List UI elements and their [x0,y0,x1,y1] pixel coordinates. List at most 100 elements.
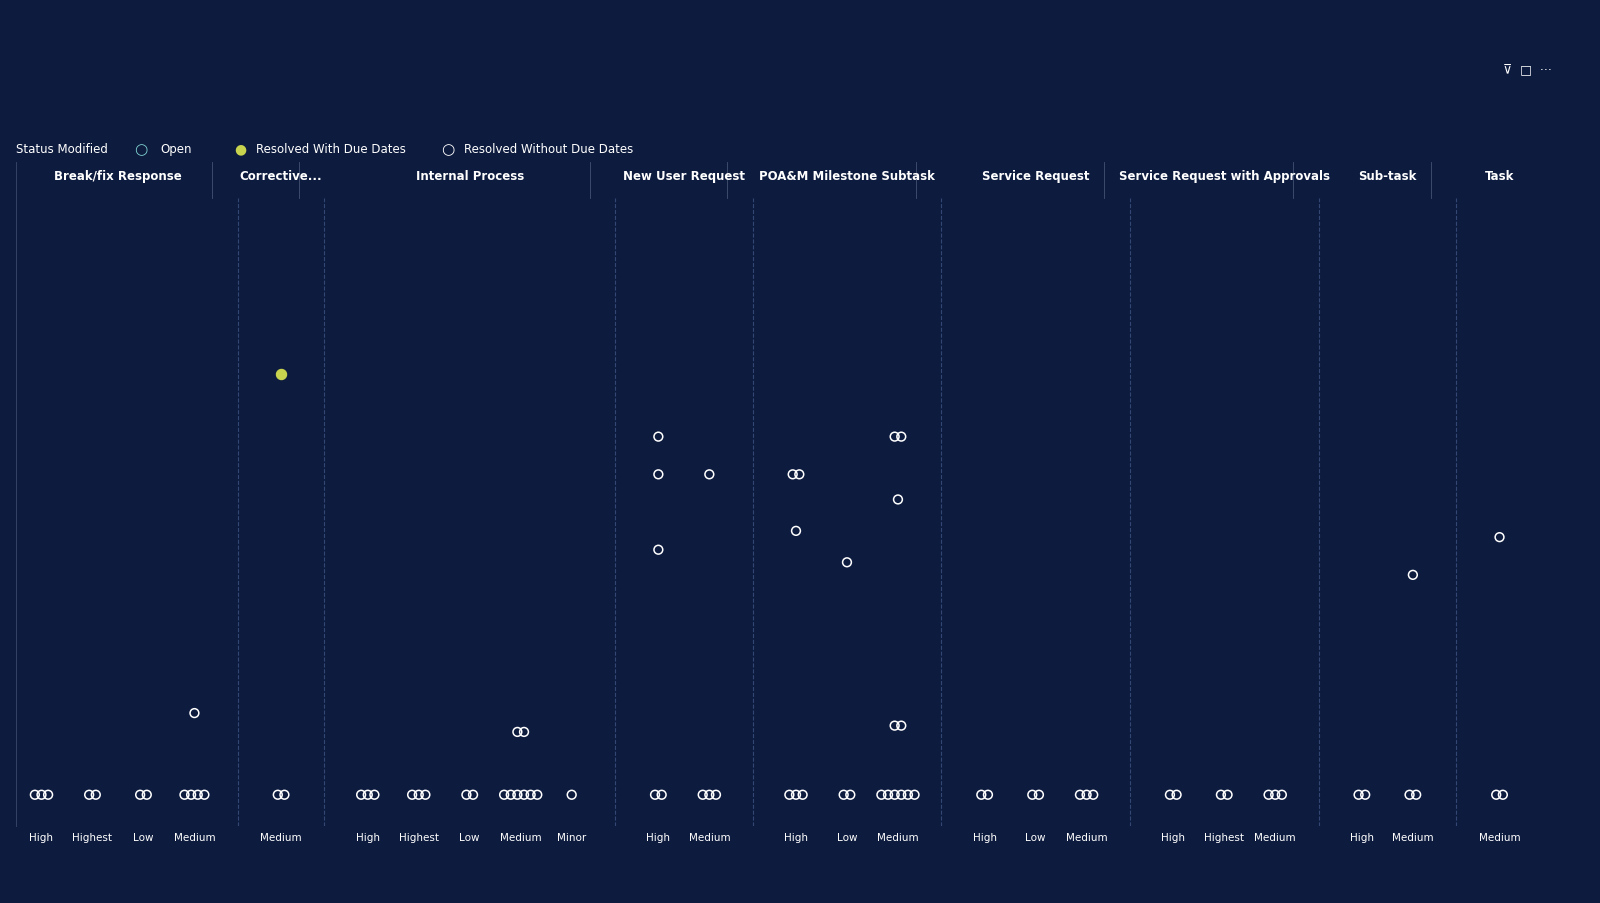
Point [968,787,994,802]
Point [875,787,901,802]
Point [696,787,722,802]
Point [645,430,670,444]
Point [349,787,374,802]
Point [650,787,675,802]
Point [558,787,584,802]
Point [498,787,523,802]
Point [29,787,54,802]
Point [894,787,920,802]
Text: Sub-task: Sub-task [1358,170,1416,182]
Point [1397,787,1422,802]
Point [504,787,530,802]
Text: Service Request with Approvals: Service Request with Approvals [1118,170,1330,182]
Point [882,719,907,733]
Point [269,368,294,382]
Point [186,787,211,802]
Point [974,787,1000,802]
Point [134,787,160,802]
Point [1346,787,1371,802]
Point [512,787,538,802]
Point [645,468,670,482]
Point [362,787,387,802]
Point [504,725,530,740]
Point [1208,787,1234,802]
Point [882,430,907,444]
Point [885,493,910,507]
Point [888,787,914,802]
Point [400,787,426,802]
Point [888,719,914,733]
Point [784,524,810,538]
Point [837,787,862,802]
Point [35,787,61,802]
Point [525,787,550,802]
Text: Resolved Without Due Dates: Resolved Without Due Dates [464,143,634,155]
Point [128,787,154,802]
Point [869,787,894,802]
Point [888,430,914,444]
Text: ○: ○ [134,142,147,156]
Point [77,787,102,802]
Point [272,787,298,802]
Point [454,787,480,802]
Point [491,787,517,802]
Point [1269,787,1294,802]
Point [178,787,203,802]
Point [171,787,197,802]
Point [1400,568,1426,582]
Point [1080,787,1106,802]
Point [690,787,715,802]
Point [518,787,544,802]
Point [192,787,218,802]
Text: New User Request: New User Request [622,170,746,182]
Text: ○: ○ [442,142,454,156]
Point [1019,787,1045,802]
Point [1026,787,1051,802]
Point [1486,530,1512,545]
Text: Internal Process: Internal Process [416,170,523,182]
Point [1352,787,1378,802]
Text: Corrective...: Corrective... [240,170,323,182]
Text: Status Modified: Status Modified [16,143,107,155]
Point [406,787,432,802]
Point [902,787,928,802]
Point [266,787,291,802]
Point [787,468,813,482]
Point [1074,787,1099,802]
Point [1490,787,1515,802]
Point [1483,787,1509,802]
Point [461,787,486,802]
Point [1163,787,1189,802]
Text: ⊽  □  ···: ⊽ □ ··· [1502,63,1552,76]
Text: Service Request: Service Request [982,170,1090,182]
Point [702,787,728,802]
Point [1067,787,1093,802]
Point [696,468,722,482]
Point [1214,787,1240,802]
Point [882,787,907,802]
Point [642,787,667,802]
Point [355,787,381,802]
Point [834,555,859,570]
Text: POA&M Milestone Subtask: POA&M Milestone Subtask [758,170,934,182]
Text: ●: ● [234,142,246,156]
Text: Task: Task [1485,170,1514,182]
Point [413,787,438,802]
Point [512,725,538,740]
Text: Resolved With Due Dates: Resolved With Due Dates [256,143,406,155]
Point [83,787,109,802]
Point [22,787,48,802]
Point [1256,787,1282,802]
Point [182,706,208,721]
Point [776,787,802,802]
Point [1157,787,1182,802]
Point [1403,787,1429,802]
Text: Break/fix Response: Break/fix Response [54,170,182,182]
Point [779,468,805,482]
Point [790,787,816,802]
Point [1262,787,1288,802]
Point [784,787,810,802]
Point [830,787,856,802]
Point [645,543,670,557]
Text: Open: Open [160,143,192,155]
